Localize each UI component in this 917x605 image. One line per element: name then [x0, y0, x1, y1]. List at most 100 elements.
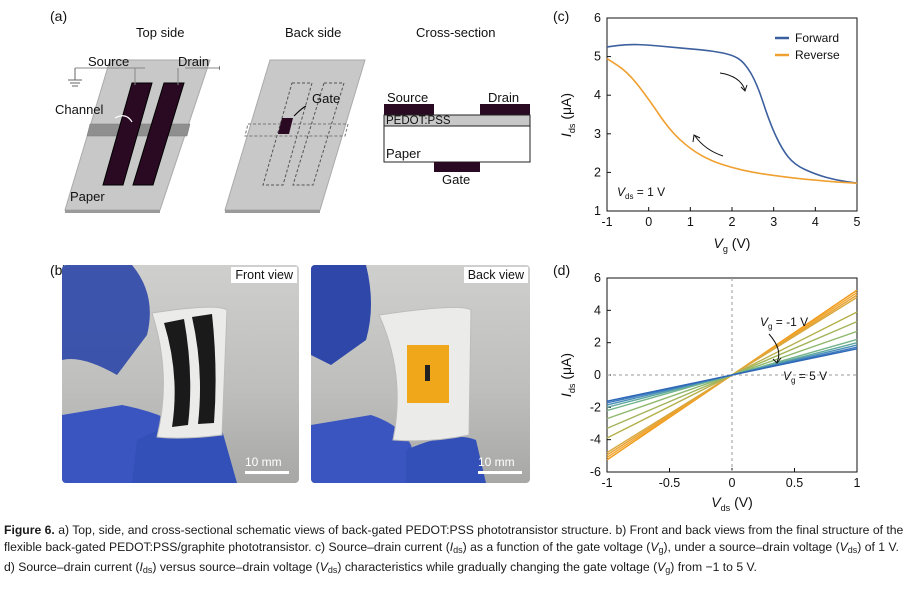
y-tick-label: 2 [594, 336, 601, 350]
channel-label: Channel [55, 102, 104, 117]
y-tick-label: 6 [594, 11, 601, 25]
y-tick-label: 5 [594, 50, 601, 64]
front-scale-text: 10 mm [245, 455, 282, 469]
caption-text-c4: ) of 1 V. d) Source–drain current ( [4, 540, 899, 574]
x-tick-label: -1 [601, 476, 612, 490]
caption-text-d3: ) characteristics while gradually changi… [337, 560, 658, 574]
caption-ids-sub-2: ds [142, 565, 153, 575]
y-tick-label: 4 [594, 303, 601, 317]
x-tick-label: -0.5 [659, 476, 681, 490]
caption-vg-sub: g [658, 545, 664, 555]
caption-vg-sub-2: g [665, 565, 671, 575]
drain-electrode [132, 82, 185, 186]
x-tick-label: 1 [854, 476, 861, 490]
y-tick-label: 1 [594, 204, 601, 218]
series-reverse [606, 57, 858, 185]
caption-text-d4: ) from −1 to 5 V. [670, 560, 757, 574]
vg-arrowhead [772, 357, 782, 364]
back-scale-text: 10 mm [478, 455, 515, 469]
caption-fig-label: Figure 6. [4, 523, 55, 537]
vg-5-label: Vg = 5 V [783, 369, 827, 385]
vg-arrow [768, 333, 780, 363]
x-tick-label: 0 [729, 476, 736, 490]
cross-section-schematic [383, 104, 531, 172]
x-axis-label: Vds (V) [711, 494, 753, 512]
forward-arrow [719, 72, 746, 91]
x-axis-label: Vg (V) [714, 235, 751, 254]
plot-frame [606, 17, 858, 212]
cs-gate-label: Gate [442, 172, 471, 187]
back-scale-bar [478, 471, 522, 474]
cross-section-header: Cross-section [416, 25, 496, 40]
cs-drain-label: Drain [488, 90, 520, 105]
gate-label: Gate [312, 91, 341, 106]
caption-text-d2: ) versus source–drain voltage ( [152, 560, 320, 574]
reverse-arrow [694, 135, 724, 157]
caption-vg: V [650, 540, 659, 554]
y-tick-label: 6 [594, 271, 601, 285]
caption-text-c3: ), under a source–drain voltage ( [663, 540, 840, 554]
y-tick-label: -2 [590, 400, 601, 414]
back-side-schematic [224, 59, 366, 213]
forward-arrowhead [740, 84, 748, 92]
panel-label-c: (c) [553, 8, 570, 24]
caption-ids-2: I [139, 560, 143, 574]
back-view-photo: Back view 10 mm [311, 265, 530, 483]
gate-electrode [278, 118, 293, 134]
y-axis-label: Ids (μA) [558, 353, 577, 397]
source-label: Source [88, 54, 130, 69]
svg-text:Ids (μA): Ids (μA) [558, 93, 577, 137]
top-side-schematic [64, 59, 220, 213]
front-view-photo: Front view 10 mm [62, 265, 299, 483]
y-tick-label: 4 [594, 88, 601, 102]
front-scale-bar [245, 471, 289, 474]
vds-annotation: Vds = 1 V [617, 185, 665, 201]
x-tick-label: 1 [687, 215, 694, 229]
chart-c: -1 0 1 2 3 4 5 1 2 3 4 5 6 Vg (V) Ids (μA) Forward Rever… [558, 11, 861, 254]
panel-label-a: (a) [50, 8, 68, 24]
cs-source-label: Source [387, 90, 429, 105]
x-tick-label: 4 [812, 215, 819, 229]
caption-vds-sub: ds [847, 545, 858, 555]
caption-vds-2: V [319, 560, 328, 574]
cs-paper-label: Paper [386, 146, 421, 161]
caption-vg-2: V [657, 560, 666, 574]
caption-text-c: ) Source–drain current ( [321, 540, 450, 554]
reverse-arrowhead [692, 134, 701, 143]
svg-text:Ids (μA): Ids (μA) [558, 353, 577, 397]
caption-text-c2: ) as a function of the gate voltage ( [462, 540, 651, 554]
x-tick-label: 2 [729, 215, 736, 229]
paper-label: Paper [70, 189, 105, 204]
caption-vds: V [839, 540, 848, 554]
back-side-header: Back side [285, 25, 342, 40]
x-tick-label: 0 [645, 215, 652, 229]
x-tick-label: 5 [854, 215, 861, 229]
y-tick-label: 3 [594, 127, 601, 141]
legend-label-reverse: Reverse [795, 48, 840, 62]
y-tick-label: 0 [594, 368, 601, 382]
vg-minus1-label: Vg = -1 V [760, 315, 808, 331]
caption-vds-sub-2: ds [327, 565, 338, 575]
x-tick-label: 3 [770, 215, 777, 229]
caption-text-a: a) Top, side, and cross-sectional schema… [4, 523, 904, 554]
panel-label-d: (d) [553, 262, 571, 278]
chart-d: -1 -0.5 0 0.5 1 -6 -4 -2 0 2 4 6 Vds (V) Ids (μA) Vg =… [558, 271, 861, 512]
x-tick-label: 0.5 [786, 476, 803, 490]
x-tick-label: -1 [601, 215, 612, 229]
svg-text:Vg (V): Vg (V) [714, 235, 751, 254]
source-electrode [102, 82, 153, 186]
y-axis-label: Ids (μA) [558, 93, 577, 137]
series-forward [606, 43, 858, 184]
top-side-header: Top side [136, 25, 185, 40]
y-tick-label: -4 [590, 433, 601, 447]
iv-line [606, 348, 858, 402]
caption-ids: I [449, 540, 454, 554]
drain-label: Drain [178, 54, 210, 69]
back-view-label: Back view [463, 267, 528, 283]
svg-text:Vds (V): Vds (V) [711, 494, 753, 512]
caption-ids-sub: ds [453, 545, 463, 555]
y-tick-label: -6 [590, 465, 601, 479]
legend-label-forward: Forward [795, 31, 839, 45]
figure-caption: Figure 6. a) Top, side, and cross-sectio… [4, 522, 912, 579]
y-tick-label: 2 [594, 165, 601, 179]
